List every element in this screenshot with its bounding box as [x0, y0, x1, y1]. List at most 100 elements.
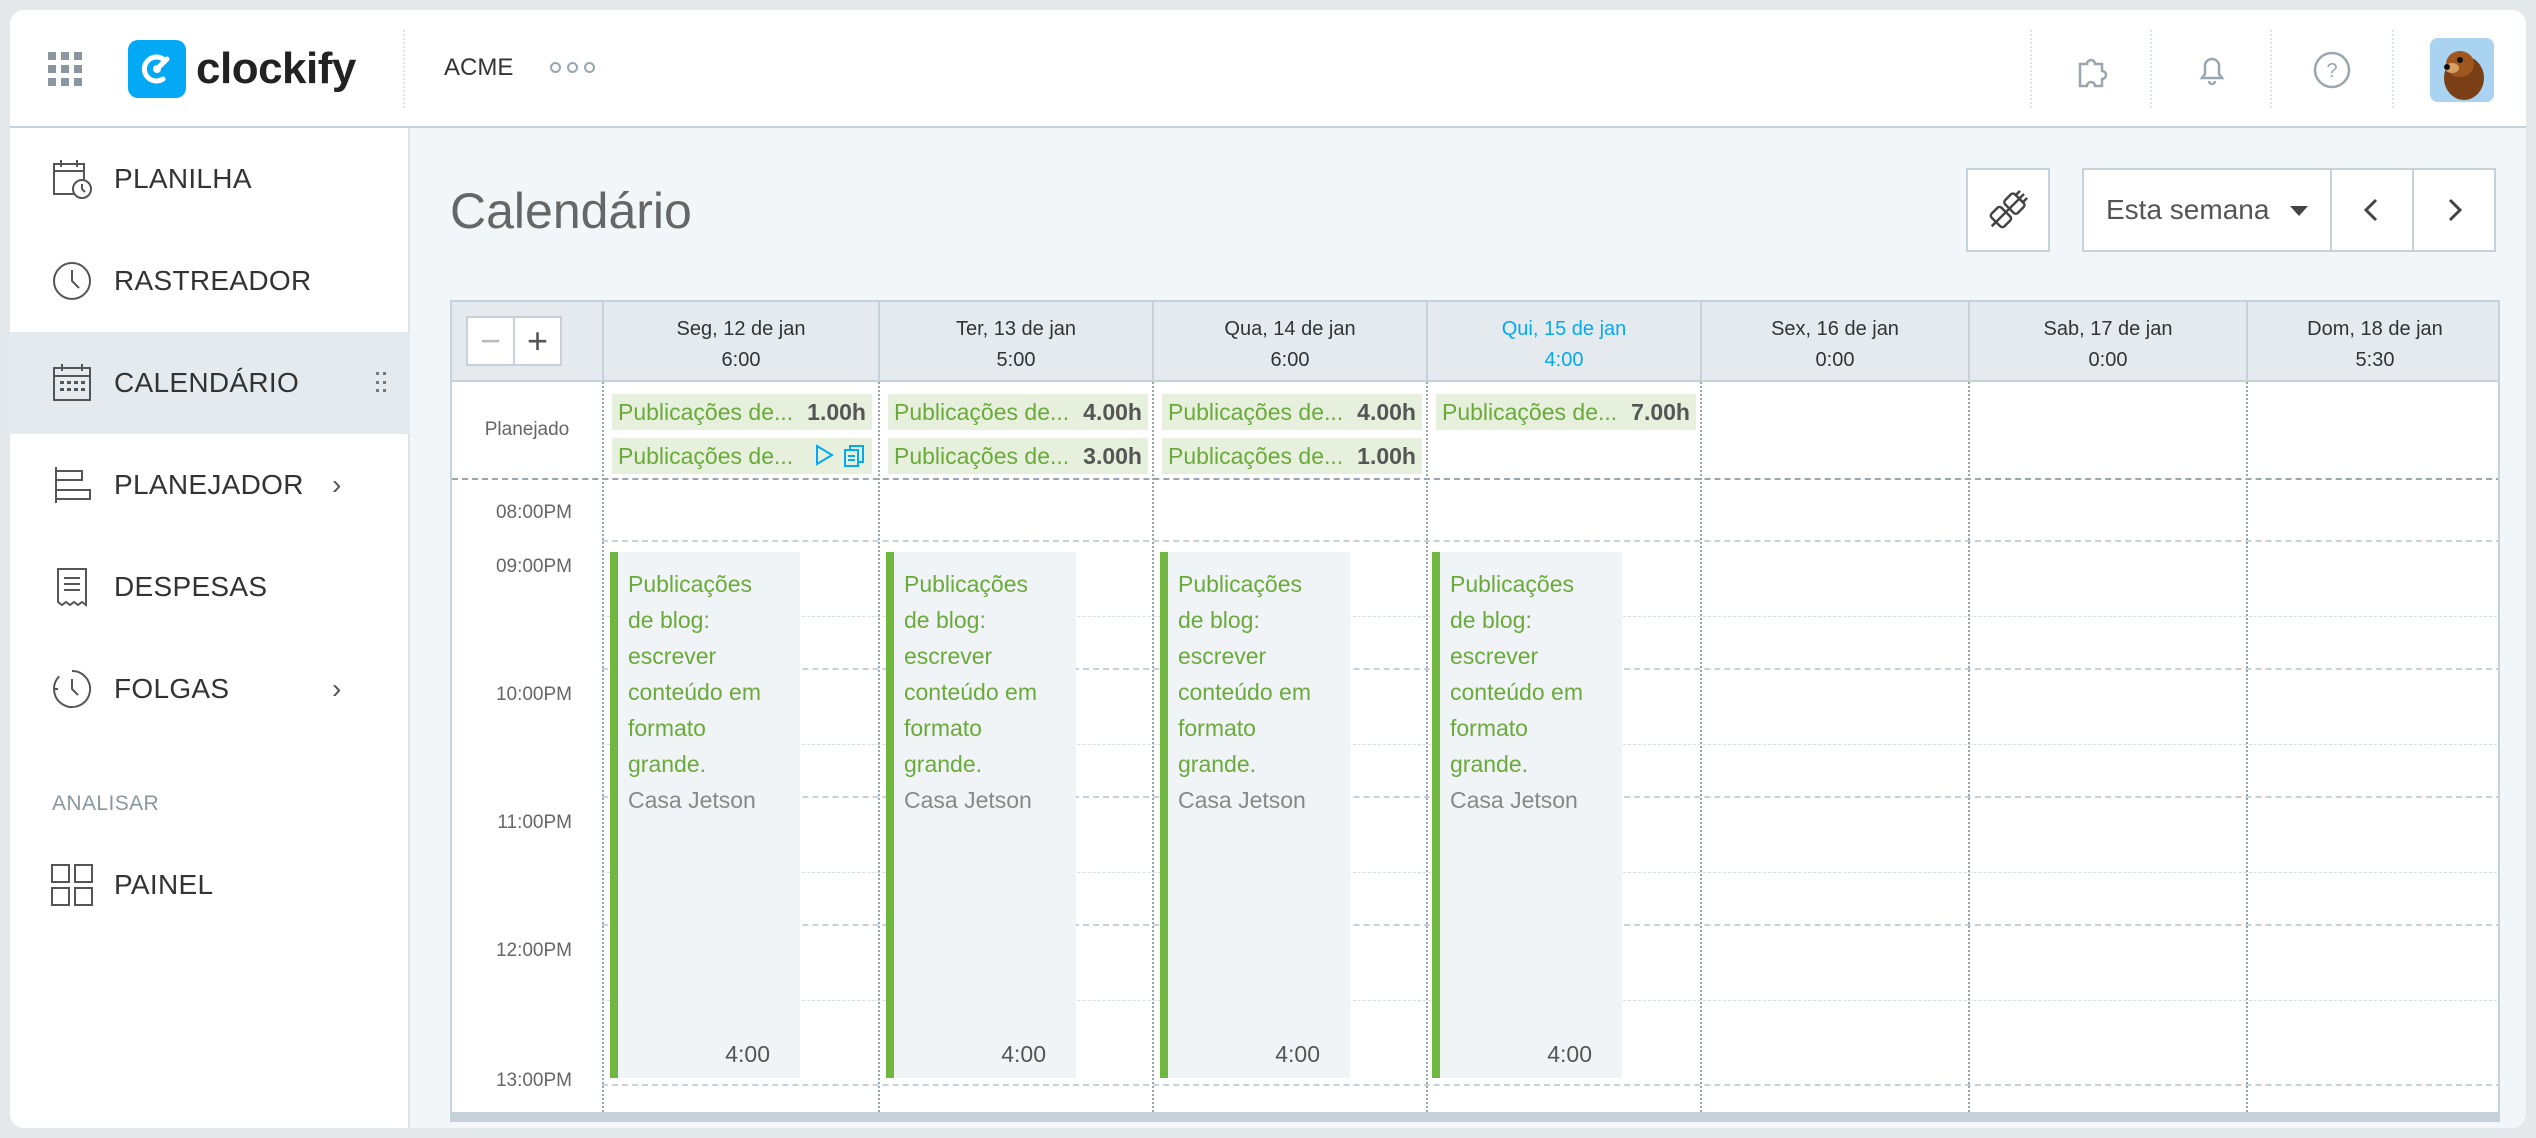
apps-grid-icon[interactable] — [48, 52, 82, 86]
chevron-right-icon — [2448, 198, 2463, 222]
column-divider — [1426, 382, 1428, 1120]
notifications-bell-icon[interactable] — [2190, 48, 2234, 92]
planned-chip[interactable]: Publicações de... 1.00h — [1162, 438, 1422, 474]
entry-description: Publicações de blog: escrever conteúdo em fo… — [628, 571, 761, 777]
column-divider — [1968, 382, 1970, 1120]
day-name: Sex, 16 de jan — [1771, 318, 1899, 340]
divider — [2150, 30, 2152, 108]
planned-chip[interactable]: Publicações de... — [612, 438, 872, 474]
day-total: 4:00 — [1544, 349, 1584, 371]
entry-description: Publicações de blog: escrever conteúdo em fo… — [1450, 571, 1583, 777]
sidebar-item-label: PLANEJADOR — [114, 469, 304, 500]
svg-text:?: ? — [2326, 60, 2337, 82]
time-entry[interactable]: Publicações de blog: escrever conteúdo em fo… — [1432, 552, 1622, 1078]
timesheet-icon — [50, 157, 94, 201]
sidebar-item-scheduler[interactable]: PLANEJADOR › — [10, 434, 410, 536]
sidebar-item-label: FOLGAS — [114, 673, 230, 704]
more-options-icon[interactable] — [550, 62, 595, 73]
hour-line — [602, 540, 2498, 542]
day-header-mon: Seg, 12 de jan 6:00 — [602, 302, 878, 382]
sidebar-item-timesheet[interactable]: PLANILHA — [10, 128, 410, 230]
divider — [403, 30, 405, 108]
column-divider — [602, 382, 604, 1120]
entry-project: Casa Jetson — [904, 787, 1032, 813]
planned-chip-hours: 4.00h — [1083, 398, 1142, 425]
day-header-tue: Ter, 13 de jan 5:00 — [878, 302, 1152, 382]
planned-chip-hours: 3.00h — [1083, 442, 1142, 469]
entry-duration: 4:00 — [725, 1041, 770, 1067]
sidebar-item-dashboard[interactable]: PAINEL — [10, 834, 410, 936]
sidebar-item-calendar[interactable]: CALENDÁRIO — [10, 332, 410, 434]
planned-chip[interactable]: Publicações de... 1.00h — [612, 394, 872, 430]
planned-chip-label: Publicações de... — [894, 398, 1070, 425]
column-divider — [878, 382, 880, 1120]
time-off-icon — [50, 667, 94, 711]
entry-project: Casa Jetson — [628, 787, 756, 813]
hour-label: 10:00PM — [495, 684, 572, 705]
zoom-in-button[interactable]: + — [526, 320, 549, 361]
play-icon[interactable] — [812, 442, 836, 468]
chevron-right-icon: › — [332, 469, 342, 500]
time-entry[interactable]: Publicações de blog: escrever conteúdo em fo… — [610, 552, 800, 1078]
date-range-select[interactable]: Esta semana — [2082, 168, 2332, 252]
entry-duration: 4:00 — [1547, 1041, 1592, 1067]
hour-label: 08:00PM — [495, 502, 572, 523]
day-name: Ter, 13 de jan — [955, 318, 1077, 340]
hour-label: 12:00PM — [495, 940, 572, 961]
copy-icon[interactable] — [842, 442, 866, 468]
divider — [2030, 30, 2032, 108]
dashboard-icon — [50, 863, 94, 907]
integrations-puzzle-icon[interactable] — [2070, 48, 2114, 92]
planned-chip[interactable]: Publicações de... 4.00h — [888, 394, 1148, 430]
brand-logo[interactable]: clockify — [128, 40, 356, 98]
entry-project: Casa Jetson — [1178, 787, 1306, 813]
planned-chip-label: Publicações de... — [1168, 398, 1344, 425]
caret-down-icon — [2290, 206, 2308, 216]
sidebar-item-label: DESPESAS — [114, 571, 268, 602]
hour-label: 11:00PM — [497, 812, 572, 833]
calendar-icon — [50, 361, 94, 405]
time-entry[interactable]: Publicações de blog: escrever conteúdo em fo… — [886, 552, 1076, 1078]
drag-handle-icon[interactable] — [376, 372, 386, 394]
clock-icon — [50, 259, 94, 303]
planned-chip-label: Publicações de... — [1168, 442, 1344, 469]
entry-description: Publicações de blog: escrever conteúdo em fo… — [1178, 571, 1311, 777]
app-window: clockify ACME ? — [10, 10, 2526, 1128]
planned-chip[interactable]: Publicações de... 4.00h — [1162, 394, 1422, 430]
plug-icon — [1989, 190, 2028, 229]
day-total: 0:00 — [2088, 349, 2128, 371]
top-bar: clockify ACME ? — [10, 10, 2526, 128]
section-label-analyze: ANALISAR — [52, 792, 160, 815]
help-icon[interactable]: ? — [2310, 48, 2354, 92]
planned-chip[interactable]: Publicações de... 3.00h — [888, 438, 1148, 474]
zoom-control: − + — [466, 316, 562, 366]
day-total: 5:30 — [2355, 349, 2395, 371]
sidebar-item-label: PAINEL — [114, 869, 214, 900]
sidebar-item-tracker[interactable]: RASTREADOR — [10, 230, 410, 332]
sidebar-item-expenses[interactable]: DESPESAS — [10, 536, 410, 638]
sidebar-item-label: PLANILHA — [114, 163, 252, 194]
day-name: Sab, 17 de jan — [2043, 318, 2173, 340]
next-week-button[interactable] — [2412, 168, 2496, 252]
day-header-sun: Dom, 18 de jan 5:30 — [2246, 302, 2498, 382]
time-entry[interactable]: Publicações de blog: escrever conteúdo em fo… — [1160, 552, 1350, 1078]
entry-duration: 4:00 — [1001, 1041, 1046, 1067]
sidebar-item-time-off[interactable]: FOLGAS › — [10, 638, 410, 740]
workspace-name[interactable]: ACME — [444, 54, 514, 81]
day-header-fri: Sex, 16 de jan 0:00 — [1700, 302, 1968, 382]
planned-chip-label: Publicações de... — [618, 398, 794, 425]
zoom-out-button[interactable]: − — [468, 318, 515, 364]
chevron-right-icon: › — [332, 673, 342, 704]
column-divider — [2246, 382, 2248, 1120]
horizontal-scrollbar[interactable] — [452, 1112, 2498, 1120]
previous-week-button[interactable] — [2330, 168, 2414, 252]
day-total: 0:00 — [1815, 349, 1855, 371]
sidebar: PLANILHA RASTREADOR CALENDÁRIO PLANEJADO… — [10, 128, 410, 1128]
planned-chip-label: Publicações de... — [1442, 398, 1618, 425]
planned-chip[interactable]: Publicações de... 7.00h — [1436, 394, 1696, 430]
clockify-logo-icon — [128, 40, 186, 98]
day-total: 5:00 — [996, 349, 1036, 371]
integrations-toggle-button[interactable] — [1966, 168, 2050, 252]
planned-chip-hours: 1.00h — [1357, 442, 1416, 469]
user-avatar[interactable] — [2430, 38, 2494, 102]
